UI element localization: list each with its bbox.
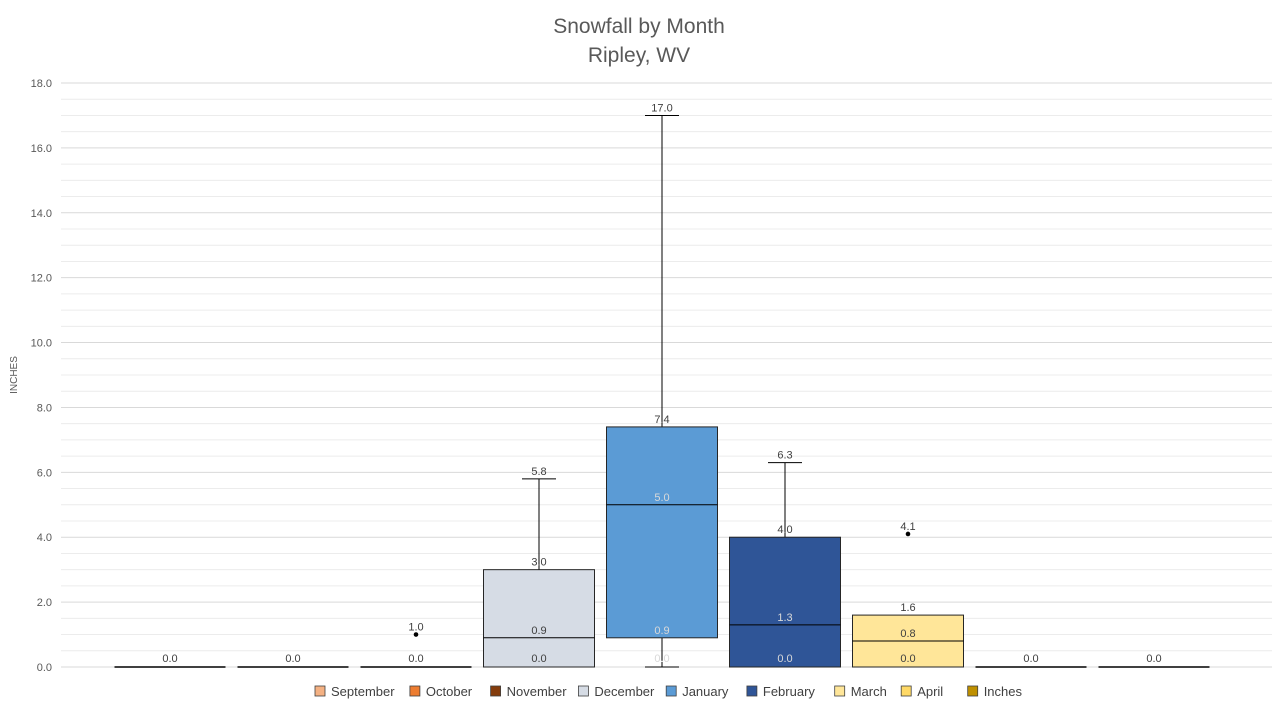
- y-tick-label: 4.0: [37, 532, 52, 544]
- data-label: 0.9: [531, 625, 546, 637]
- data-label: 5.8: [531, 466, 546, 478]
- box-january: 0.0 0.9 5.0 7.4 17.0: [606, 102, 718, 668]
- data-label: 0.0: [285, 653, 300, 665]
- data-label: 1.0: [408, 622, 423, 634]
- box-series: 0.0 0.0 0.0 1.0 0.0 0.9 3.0 5.8 0.0 0.9 5.0 7.4 17.0…: [114, 102, 1210, 668]
- y-axis-ticks: 0.0 2.0 4.0 6.0 8.0 10.0 12.0 14.0 16.0 18.0: [31, 78, 52, 674]
- legend-item-april: April: [900, 684, 943, 699]
- legend-swatch: [490, 685, 502, 697]
- data-label: 6.3: [777, 450, 792, 462]
- legend-item-october: October: [409, 684, 473, 699]
- legend-item-march: March: [834, 684, 887, 699]
- box-iqr: [483, 569, 595, 668]
- y-tick-label: 14.0: [31, 208, 52, 220]
- data-label: 0.0: [162, 653, 177, 665]
- data-label: 0.0: [1023, 653, 1038, 665]
- data-label: 0.0: [654, 653, 669, 665]
- data-label: 7.4: [654, 414, 669, 426]
- legend-label: September: [331, 684, 395, 699]
- legend-label: Inches: [984, 684, 1023, 699]
- legend-swatch: [967, 685, 979, 697]
- y-tick-label: 10.0: [31, 338, 52, 350]
- y-tick-label: 8.0: [37, 402, 52, 414]
- legend-label: January: [682, 684, 729, 699]
- box-february: 0.0 1.3 4.0 6.3: [729, 450, 841, 668]
- y-tick-label: 18.0: [31, 78, 52, 90]
- data-label: 0.0: [777, 653, 792, 665]
- data-label: 0.0: [1146, 653, 1161, 665]
- legend-item-november: November: [490, 684, 568, 699]
- chart-title: Snowfall by Month: [553, 15, 725, 38]
- data-label: 3.0: [531, 557, 546, 569]
- y-tick-label: 12.0: [31, 273, 52, 285]
- legend-label: April: [917, 684, 943, 699]
- legend-swatch: [314, 685, 326, 697]
- legend-label: December: [594, 684, 655, 699]
- y-tick-label: 2.0: [37, 597, 52, 609]
- legend-swatch: [665, 685, 677, 697]
- legend-item-inches: Inches: [967, 684, 1023, 699]
- y-axis-label: INCHES: [9, 356, 20, 394]
- data-label: 1.3: [777, 612, 792, 624]
- box-april: 0.0: [975, 653, 1087, 668]
- legend-label: November: [507, 684, 568, 699]
- box-inches: 0.0: [1098, 653, 1210, 668]
- y-tick-label: 6.0: [37, 467, 52, 479]
- data-label: 1.6: [900, 602, 915, 614]
- legend-swatch: [578, 685, 589, 697]
- legend-item-february: February: [746, 684, 816, 699]
- data-label: 0.8: [900, 628, 915, 640]
- box-september: 0.0: [114, 653, 226, 668]
- data-label: 0.0: [900, 653, 915, 665]
- box-october: 0.0: [237, 653, 349, 668]
- data-label: 5.0: [654, 492, 669, 504]
- outlier-point: [905, 531, 911, 537]
- y-tick-label: 0.0: [37, 662, 52, 674]
- legend-swatch: [746, 685, 758, 697]
- legend-label: October: [426, 684, 473, 699]
- data-label: 4.1: [900, 521, 915, 533]
- legend-label: March: [851, 684, 887, 699]
- data-label: 4.0: [777, 524, 792, 536]
- legend-swatch: [900, 685, 912, 697]
- legend-item-september: September: [314, 684, 395, 699]
- legend-item-december: December: [578, 684, 655, 699]
- legend: September October November December January F…: [314, 684, 1023, 699]
- legend-swatch: [834, 685, 846, 697]
- y-tick-label: 16.0: [31, 143, 52, 155]
- box-march: 0.0 0.8 1.6 4.1: [852, 521, 964, 668]
- legend-label: February: [763, 684, 816, 699]
- box-december: 0.0 0.9 3.0 5.8: [483, 466, 595, 668]
- data-label: 0.0: [531, 653, 546, 665]
- box-november: 0.0 1.0: [360, 622, 472, 668]
- legend-item-january: January: [665, 684, 729, 699]
- box-iqr: [606, 426, 718, 639]
- legend-swatch: [409, 685, 421, 697]
- data-label: 17.0: [651, 102, 672, 114]
- data-label: 0.0: [408, 653, 423, 665]
- outlier-point: [413, 632, 419, 637]
- box-iqr: [729, 536, 841, 668]
- data-label: 0.9: [654, 625, 669, 637]
- chart-subtitle: Ripley, WV: [588, 44, 690, 67]
